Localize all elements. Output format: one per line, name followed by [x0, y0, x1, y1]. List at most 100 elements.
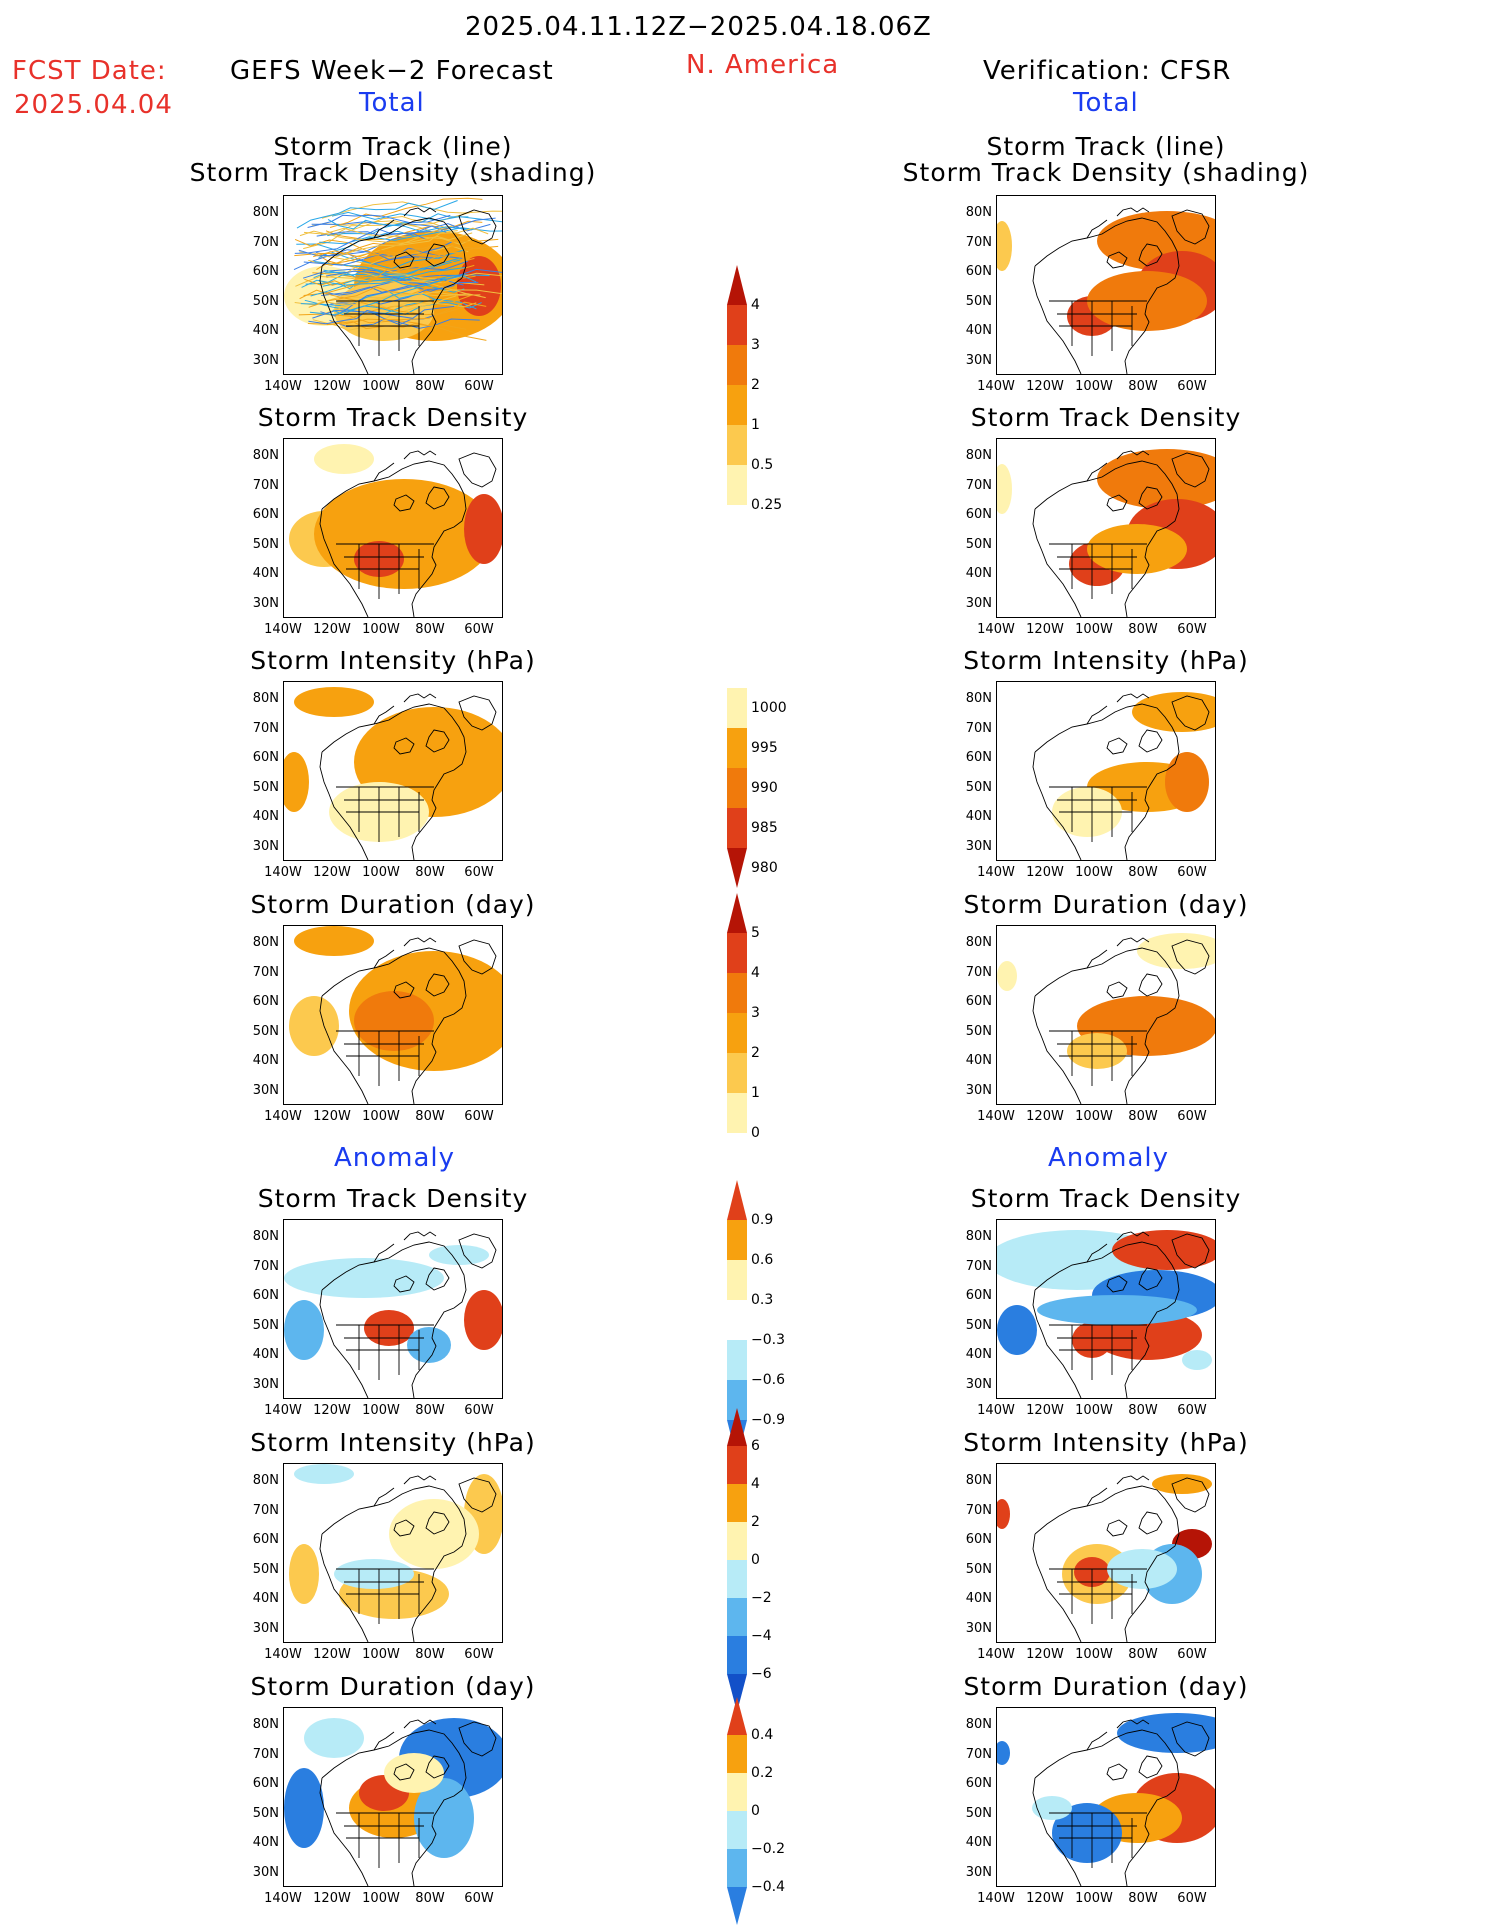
lon-tick-label: 60W [1177, 1109, 1207, 1124]
storm-track-line [331, 227, 489, 259]
shading-cell [1152, 1474, 1212, 1494]
coastline [373, 207, 437, 239]
lat-tick-label: 60N [252, 1288, 279, 1303]
shading-cell [1037, 1295, 1197, 1325]
shading-cell [289, 996, 339, 1056]
coastline [1086, 207, 1150, 239]
coastline [1171, 695, 1210, 731]
colorbar-tick-label: 1 [751, 1085, 760, 1101]
storm-track-line [325, 220, 483, 241]
lon-tick-label: 100W [1075, 622, 1113, 637]
coastline [425, 1755, 450, 1779]
gefs-row3-title: Storm Intensity (hPa) [250, 646, 536, 675]
colorbar-tick-label: 0.6 [751, 1252, 774, 1268]
gefs-row4-map [283, 925, 503, 1105]
gefs-row7-map [283, 1707, 503, 1887]
lat-tick-label: 30N [965, 1376, 992, 1392]
shading-cell [304, 1718, 364, 1758]
coastline [373, 937, 437, 969]
colorbar-segment [727, 728, 747, 768]
colorbar-tick-label: 4 [751, 297, 760, 313]
shading-cell [284, 1768, 324, 1848]
coastline [336, 1324, 434, 1380]
cfsr-row3-map [996, 681, 1216, 861]
colorbar-segment [727, 265, 747, 305]
right-total-label: Total [1073, 88, 1139, 118]
colorbar-tick-label: 3 [751, 1005, 760, 1021]
lon-tick-label: 120W [313, 1647, 351, 1662]
coastline [393, 1275, 415, 1293]
colorbar-tick-label: 0.25 [751, 497, 783, 513]
colorbar-tick-label: −6 [751, 1666, 772, 1682]
coastline [321, 947, 467, 1104]
lat-tick-label: 70N [252, 1746, 279, 1762]
lat-tick-label: 70N [252, 720, 279, 736]
storm-track-line [326, 269, 502, 284]
shading-cell [1165, 752, 1209, 812]
coastline [393, 981, 415, 999]
lat-tick-label: 60N [252, 264, 279, 279]
lat-tick-label: 50N [252, 293, 279, 309]
coastline [1106, 1275, 1128, 1293]
lat-tick-label: 50N [252, 1317, 279, 1333]
lon-tick-label: 80W [1128, 865, 1158, 880]
storm-track-line [323, 267, 490, 283]
coastline [1171, 939, 1210, 975]
storm-track-line [317, 289, 502, 306]
lon-tick-label: 140W [264, 379, 302, 394]
colorbar-tick-label: −0.9 [751, 1412, 785, 1428]
cfsr-row1-title: Storm Track Density (shading) [902, 158, 1310, 187]
storm-track-line [319, 227, 502, 245]
storm-track-line [303, 266, 451, 296]
coastline [425, 243, 450, 267]
left-anomaly-label: Anomaly [334, 1143, 456, 1173]
shading-cell [429, 1245, 489, 1265]
lat-tick-label: 40N [252, 809, 279, 824]
storm-track-line [327, 213, 469, 237]
colorbar-segment [727, 1093, 747, 1133]
coastline [1049, 543, 1147, 599]
lat-tick-label: 30N [252, 1864, 279, 1880]
colorbar-tick-label: 5 [751, 925, 760, 941]
lat-tick-label: 80N [252, 691, 279, 706]
colorbar-tick-label: 0.2 [751, 1765, 774, 1781]
coastline [373, 1719, 437, 1751]
coastline [373, 450, 437, 482]
lat-tick-label: 60N [965, 264, 992, 279]
lat-tick-label: 40N [252, 1053, 279, 1068]
right-title: Verification: CFSR [983, 56, 1232, 86]
coastline [458, 1477, 497, 1513]
lon-tick-label: 120W [313, 622, 351, 637]
lat-tick-label: 30N [252, 352, 279, 368]
shading-cell [407, 1327, 451, 1363]
coastline [1034, 947, 1180, 1104]
colorbar-segment [727, 1522, 747, 1560]
gefs-row5-title: Storm Track Density [257, 1184, 529, 1213]
lon-tick-label: 60W [464, 379, 494, 394]
lat-tick-label: 70N [965, 477, 992, 493]
colorbar-segment [727, 1013, 747, 1053]
coastline [425, 973, 450, 997]
shading-cell [384, 1753, 444, 1793]
lon-tick-label: 60W [464, 1891, 494, 1906]
coastline [336, 1568, 434, 1624]
colorbar-segment [727, 688, 747, 728]
lon-tick-label: 60W [1177, 865, 1207, 880]
lat-tick-label: 60N [965, 1776, 992, 1791]
storm-track-line [303, 225, 453, 239]
lat-tick-label: 40N [965, 1347, 992, 1362]
lat-tick-label: 30N [965, 1864, 992, 1880]
colorbar-tick-label: −4 [751, 1628, 772, 1644]
lon-tick-label: 60W [1177, 1891, 1207, 1906]
colorbar-tick-label: 3 [751, 337, 760, 353]
colorbar-segment [727, 425, 747, 465]
colorbar-segment [727, 893, 747, 933]
colorbar-tick-label: 4 [751, 1476, 760, 1492]
lon-tick-label: 140W [264, 1403, 302, 1418]
colorbar-tick-label: 980 [751, 860, 778, 876]
coastline [319, 265, 369, 374]
shading-cell [464, 1290, 502, 1350]
coastline [1138, 973, 1163, 997]
coastline [393, 1519, 415, 1537]
coastline [373, 1231, 437, 1263]
